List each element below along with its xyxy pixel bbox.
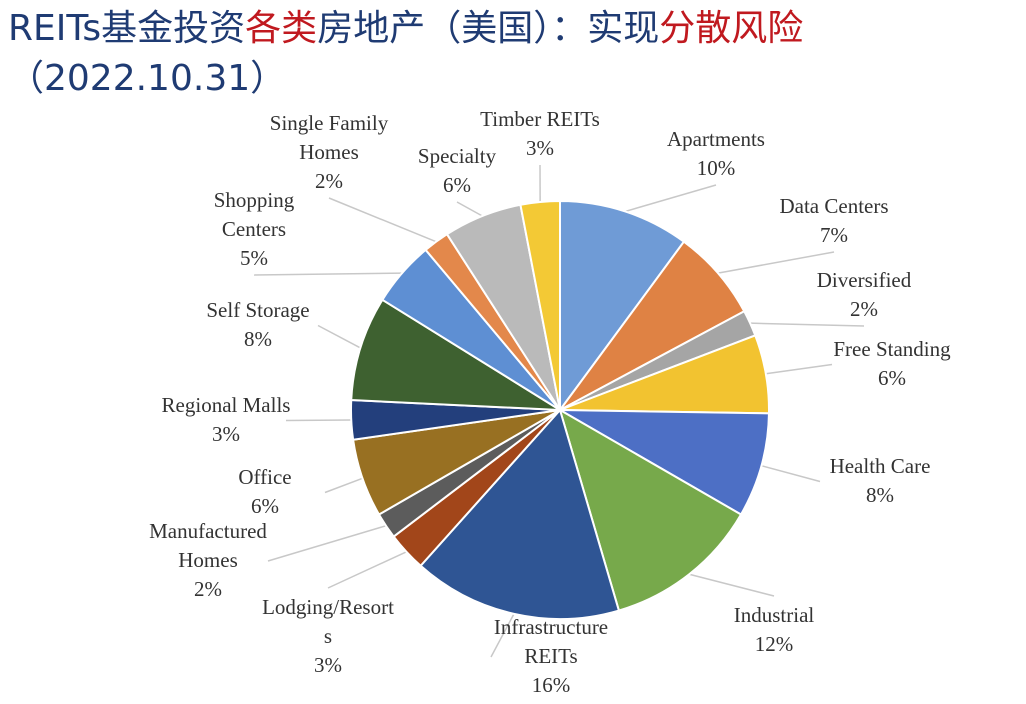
pie-slice [556, 408, 770, 516]
slice-name: Homes [299, 140, 359, 164]
slice-percent: 7% [820, 223, 848, 247]
slice-percent: 6% [878, 366, 906, 390]
title-highlight-1: 各类 [245, 8, 318, 49]
leader-line [324, 477, 363, 494]
slice-percent: 2% [315, 169, 343, 193]
leader-line [717, 251, 835, 274]
leader-line [267, 525, 387, 562]
slice-name: Office [238, 465, 291, 489]
slice-percent: 2% [194, 577, 222, 601]
slice-label: Office 6% [238, 465, 291, 518]
slice-label: Free Standing 6% [833, 337, 951, 390]
pie-slice [419, 407, 621, 620]
slice-percent: 6% [251, 494, 279, 518]
slice-label: Manufactured Homes 2% [149, 519, 267, 601]
slice-percent: 6% [443, 173, 471, 197]
slice-label: Regional Malls 3% [162, 393, 291, 446]
leader-line [327, 551, 407, 589]
slice-label: Data Centers 7% [779, 194, 888, 247]
leader-line [750, 322, 865, 327]
pie-slice [350, 298, 564, 412]
slice-name: Regional Malls [162, 393, 291, 417]
slice-name: Industrial [734, 603, 815, 627]
slice-name: Diversified [817, 268, 912, 292]
leader-line [328, 197, 437, 243]
leader-line [253, 272, 403, 276]
leader-line [490, 613, 515, 658]
slice-percent: 3% [212, 422, 240, 446]
pie-slice [519, 199, 561, 411]
slice-percent: 16% [532, 673, 571, 697]
slice-label: Infrastructure REITs 16% [494, 615, 608, 697]
slice-label: Shopping Centers 5% [214, 188, 295, 270]
slice-percent: 5% [240, 246, 268, 270]
slice-name: Apartments [667, 127, 765, 151]
leader-line [456, 201, 483, 217]
slice-name: REITs [524, 644, 577, 668]
leader-line [317, 324, 361, 349]
slice-name: Homes [178, 548, 238, 572]
slice-label: Industrial 12% [734, 603, 815, 656]
slice-name: Data Centers [779, 194, 888, 218]
slice-percent: 3% [314, 653, 342, 677]
slice-label: Timber REITs 3% [480, 107, 600, 160]
slice-label: Diversified 2% [817, 268, 912, 321]
slice-name: Timber REITs [480, 107, 600, 131]
slice-name: Infrastructure [494, 615, 608, 639]
slice-name: Manufactured [149, 519, 267, 543]
slice-percent: 12% [755, 632, 794, 656]
leader-line [285, 419, 352, 422]
slice-name: Free Standing [833, 337, 951, 361]
title-highlight-2: 分散风险 [659, 8, 804, 49]
slice-label: Apartments 10% [667, 127, 765, 180]
title-part-1: REITs基金投资 [8, 8, 246, 49]
leader-line [761, 464, 821, 483]
slice-name: Shopping [214, 188, 295, 212]
slice-label: Specialty 6% [418, 144, 497, 197]
slice-name: Specialty [418, 144, 497, 168]
leader-line [689, 573, 775, 597]
slice-name: Self Storage [206, 298, 309, 322]
slice-percent: 3% [526, 136, 554, 160]
slice-percent: 10% [697, 156, 736, 180]
leader-line [625, 184, 717, 213]
slice-name: Health Care [830, 454, 931, 478]
slice-label: Self Storage 8% [206, 298, 309, 351]
slice-label: Single Family Homes 2% [270, 111, 389, 193]
slice-name: s [324, 624, 332, 648]
pie-slice [558, 407, 743, 612]
pie-slice [559, 199, 686, 414]
slice-name: Lodging/Resort [262, 595, 394, 619]
slice-label: Health Care 8% [830, 454, 931, 507]
slice-percent: 8% [866, 483, 894, 507]
slice-name: Single Family [270, 111, 389, 135]
leader-line [765, 363, 833, 375]
slice-percent: 2% [850, 297, 878, 321]
slice-percent: 8% [244, 327, 272, 351]
chart-title: REITs基金投资各类房地产（美国）：实现分散风险 [8, 6, 803, 52]
chart-date: （2022.10.31） [8, 58, 287, 99]
title-part-3: 房地产（美国）：实现 [317, 8, 660, 49]
slice-name: Centers [222, 217, 286, 241]
slice-label: Lodging/Resort s 3% [262, 595, 394, 677]
